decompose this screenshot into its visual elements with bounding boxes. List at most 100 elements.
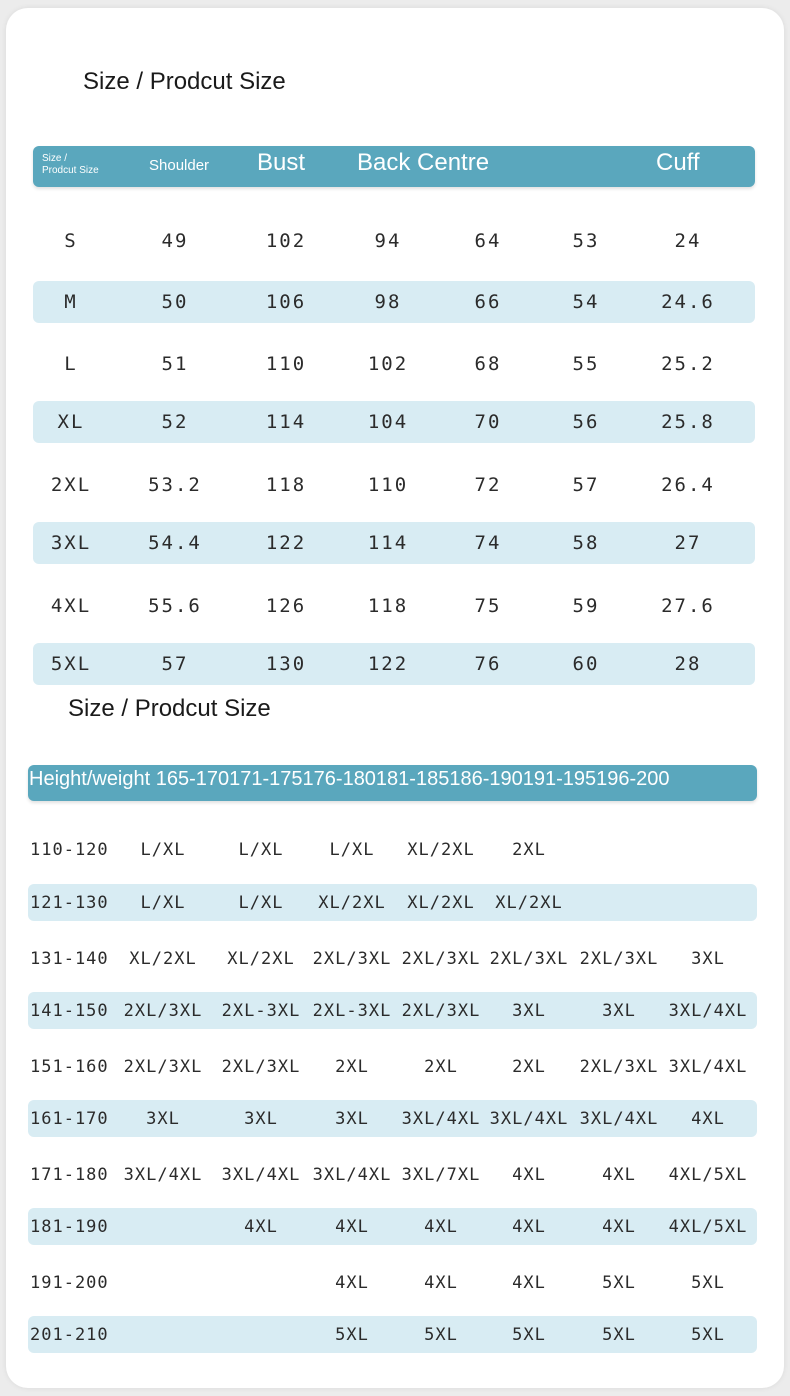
weight-row: 201-210 5XL 5XL 5XL 5XL 5XL xyxy=(28,1316,757,1353)
size-recommendation: 2XL/3XL xyxy=(123,1000,203,1021)
size-recommendation: 2XL/3XL xyxy=(579,1056,659,1077)
weight-range: 171-180 xyxy=(30,1164,109,1185)
size-label: 5XL xyxy=(50,653,92,675)
size-recommendation: 4XL xyxy=(335,1272,369,1293)
size-cell: 66 xyxy=(474,291,502,313)
size-recommendation: 2XL-3XL xyxy=(221,1000,301,1021)
weight-range: 161-170 xyxy=(30,1108,109,1129)
size-recommendation: 4XL xyxy=(335,1216,369,1237)
size-cell: 57 xyxy=(161,653,189,675)
size-recommendation: 5XL xyxy=(691,1272,725,1293)
size-recommendation: 3XL xyxy=(691,948,725,969)
size-label: 2XL xyxy=(50,474,92,496)
size-recommendation: 2XL/3XL xyxy=(123,1056,203,1077)
size-cell: 24.6 xyxy=(661,291,715,313)
size-cell: 27 xyxy=(674,532,702,554)
size-label: L xyxy=(64,353,78,375)
size-label: XL xyxy=(57,411,85,433)
size-recommendation: 3XL xyxy=(512,1000,546,1021)
size-cell: 58 xyxy=(572,532,600,554)
size-recommendation: 4XL xyxy=(602,1216,636,1237)
size-cell: 25.2 xyxy=(661,353,715,375)
size-recommendation: 4XL xyxy=(512,1216,546,1237)
size-recommendation: 5XL xyxy=(602,1272,636,1293)
weight-range: 110-120 xyxy=(30,839,109,860)
size-row: XL 52 114 104 70 56 25.8 xyxy=(33,401,755,443)
chart1-title: Size / Prodcut Size xyxy=(83,68,286,95)
weight-range: 151-160 xyxy=(30,1056,109,1077)
weight-range: 181-190 xyxy=(30,1216,109,1237)
size-cell: 26.4 xyxy=(661,474,715,496)
chart2-title: Size / Prodcut Size xyxy=(68,695,271,722)
weight-row: 121-130 L/XL L/XL XL/2XL XL/2XL XL/2XL xyxy=(28,884,757,921)
size-recommendation: 4XL xyxy=(691,1108,725,1129)
size-cell: 106 xyxy=(265,291,307,313)
size-recommendation: 5XL xyxy=(602,1324,636,1345)
size-recommendation: 4XL xyxy=(424,1216,458,1237)
size-recommendation: 2XL/3XL xyxy=(221,1056,301,1077)
size-recommendation: 2XL-3XL xyxy=(312,1000,392,1021)
size-recommendation: XL/2XL xyxy=(318,892,386,913)
size-cell: 51 xyxy=(161,353,189,375)
size-cell: 59 xyxy=(572,595,600,617)
size-recommendation: 4XL xyxy=(602,1164,636,1185)
size-recommendation: XL/2XL xyxy=(495,892,563,913)
weight-row: 151-160 2XL/3XL 2XL/3XL 2XL 2XL 2XL 2XL/3XL 3XL… xyxy=(28,1048,757,1085)
size-cell: 126 xyxy=(265,595,307,617)
size-recommendation: 2XL/3XL xyxy=(579,948,659,969)
weight-range: 131-140 xyxy=(30,948,109,969)
chart2-header: Height/weight 165-170171-175176-180181-1… xyxy=(28,765,757,801)
size-recommendation: 5XL xyxy=(512,1324,546,1345)
size-row: 5XL 57 130 122 76 60 28 xyxy=(33,643,755,685)
size-recommendation: 3XL/4XL xyxy=(579,1108,659,1129)
size-recommendation: 3XL/7XL xyxy=(401,1164,481,1185)
size-recommendation: 4XL xyxy=(244,1216,278,1237)
size-cell: 102 xyxy=(265,230,307,252)
weight-row: 191-200 4XL 4XL 4XL 5XL 5XL xyxy=(28,1264,757,1301)
size-recommendation: 3XL xyxy=(602,1000,636,1021)
size-recommendation: 3XL/4XL xyxy=(668,1056,748,1077)
size-recommendation: 3XL xyxy=(146,1108,180,1129)
size-cell: 118 xyxy=(367,595,409,617)
height-weight-header: Height/weight 165-170171-175176-180181-1… xyxy=(29,768,670,790)
size-recommendation: 4XL xyxy=(512,1164,546,1185)
weight-row: 141-150 2XL/3XL 2XL-3XL 2XL-3XL 2XL/3XL 3XL 3X… xyxy=(28,992,757,1029)
size-row: S 49 102 94 64 53 24 xyxy=(33,220,755,262)
size-cell: 74 xyxy=(474,532,502,554)
size-cell: 110 xyxy=(367,474,409,496)
size-cell: 60 xyxy=(572,653,600,675)
size-cell: 68 xyxy=(474,353,502,375)
weight-row: 131-140 XL/2XL XL/2XL 2XL/3XL 2XL/3XL 2XL/3XL… xyxy=(28,940,757,977)
weight-row: 110-120 L/XL L/XL L/XL XL/2XL 2XL xyxy=(28,831,757,868)
size-recommendation: 3XL/4XL xyxy=(401,1108,481,1129)
size-recommendation: 3XL/4XL xyxy=(221,1164,301,1185)
size-cell: 56 xyxy=(572,411,600,433)
size-label: M xyxy=(64,291,78,313)
size-recommendation: 4XL/5XL xyxy=(668,1216,748,1237)
size-recommendation: 2XL/3XL xyxy=(312,948,392,969)
size-row: 3XL 54.4 122 114 74 58 27 xyxy=(33,522,755,564)
size-row: L 51 110 102 68 55 25.2 xyxy=(33,343,755,385)
header-size: Size / Prodcut Size xyxy=(42,153,99,177)
size-recommendation: 3XL xyxy=(244,1108,278,1129)
size-recommendation: 5XL xyxy=(335,1324,369,1345)
size-recommendation: L/XL xyxy=(238,839,284,860)
header-shoulder: Shoulder xyxy=(149,157,210,174)
size-cell: 64 xyxy=(474,230,502,252)
size-cell: 49 xyxy=(161,230,189,252)
size-cell: 104 xyxy=(367,411,409,433)
header-cuff: Cuff xyxy=(656,149,700,176)
size-cell: 25.8 xyxy=(661,411,715,433)
size-cell: 24 xyxy=(674,230,702,252)
size-cell: 70 xyxy=(474,411,502,433)
size-recommendation: 4XL/5XL xyxy=(668,1164,748,1185)
size-cell: 53 xyxy=(572,230,600,252)
header-back-centre: Back Centre xyxy=(357,149,490,176)
size-cell: 122 xyxy=(265,532,307,554)
weight-row: 161-170 3XL 3XL 3XL 3XL/4XL 3XL/4XL 3XL/4XL 4XL xyxy=(28,1100,757,1137)
size-recommendation: XL/2XL xyxy=(407,892,475,913)
size-label: 4XL xyxy=(50,595,92,617)
size-recommendation: L/XL xyxy=(140,839,186,860)
size-recommendation: XL/2XL xyxy=(407,839,475,860)
size-recommendation: L/XL xyxy=(140,892,186,913)
